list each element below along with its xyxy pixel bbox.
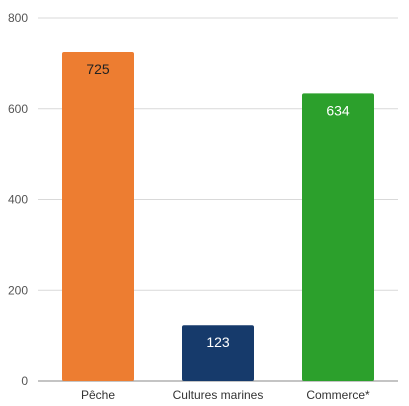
bar xyxy=(62,52,134,381)
data-label: 123 xyxy=(206,334,230,350)
x-tick-label: Cultures marines xyxy=(173,388,264,402)
y-tick-label: 400 xyxy=(8,193,28,207)
y-tick-label: 600 xyxy=(8,102,28,116)
data-label: 634 xyxy=(326,102,350,118)
y-axis: 0 200 400 600 800 xyxy=(8,11,28,388)
x-tick-label: Commerce* xyxy=(306,388,370,402)
bar xyxy=(302,93,374,381)
bars: 725 123 634 xyxy=(62,52,374,381)
bar xyxy=(182,325,254,381)
y-tick-label: 0 xyxy=(21,374,28,388)
x-axis: Pêche Cultures marines Commerce* xyxy=(81,388,370,402)
y-tick-label: 200 xyxy=(8,283,28,297)
data-label: 725 xyxy=(86,61,110,77)
x-tick-label: Pêche xyxy=(81,388,115,402)
y-tick-label: 800 xyxy=(8,11,28,25)
